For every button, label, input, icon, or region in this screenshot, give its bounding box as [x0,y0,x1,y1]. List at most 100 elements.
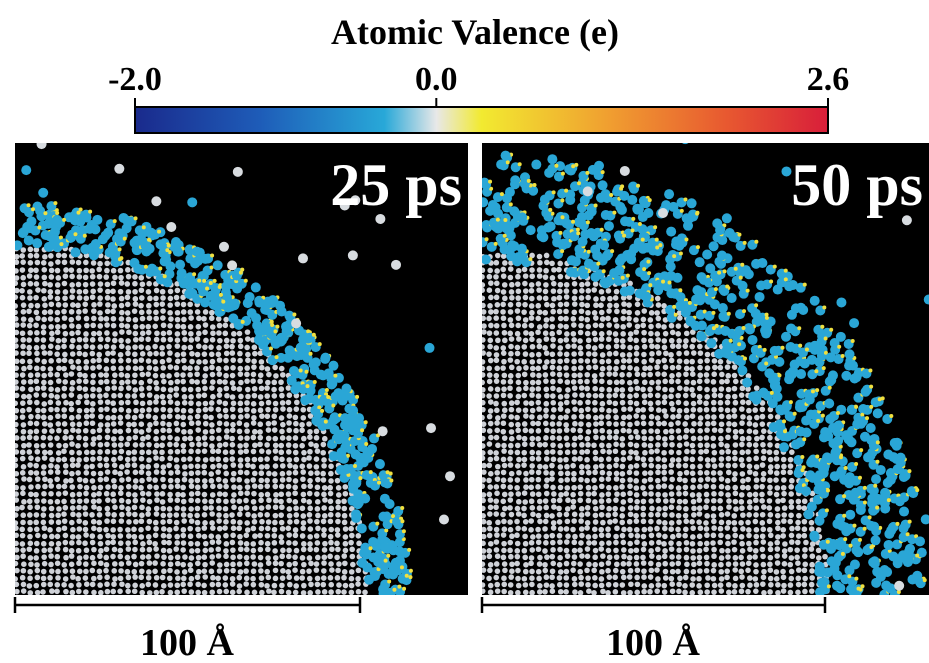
atom [125,414,131,420]
atom [523,330,529,336]
atom [726,456,732,462]
atom [717,540,723,546]
atom [810,553,816,559]
atom [690,392,696,398]
atom [697,379,703,385]
atom [683,485,689,491]
atom [726,427,732,433]
atom [175,492,181,498]
atom [711,414,717,420]
atom [97,534,103,540]
atom [782,553,788,559]
atom [264,442,270,448]
atom [175,576,181,582]
atom [631,217,635,221]
atom [216,352,222,358]
atom [254,298,264,308]
atom [145,464,151,470]
atom [768,541,774,547]
atom [564,351,570,357]
atom [550,435,556,441]
atom [712,387,718,393]
atom [558,406,564,412]
atom [167,394,173,400]
atom [301,547,307,553]
atom [542,562,548,568]
atom [780,569,786,575]
atom [358,476,362,480]
atom [690,492,696,498]
atom [252,345,258,351]
atom [565,408,571,414]
atom [27,520,33,526]
atom [775,582,781,588]
atom [529,569,535,575]
atom [606,344,612,350]
atom [53,201,57,205]
atom [564,400,570,406]
atom [598,546,604,552]
atom [662,526,668,532]
atom [39,118,49,128]
atom [493,274,499,280]
atom [188,394,194,400]
atom [767,442,773,448]
atom [300,505,306,511]
atom [140,351,146,357]
atom [711,457,717,463]
atom [230,338,236,344]
atom [676,582,682,588]
atom [565,471,571,477]
atom [273,448,279,454]
atom [265,526,271,532]
colorbar-ticks: -2.00.02.6 [108,61,849,107]
atom [194,365,200,371]
atom [91,471,97,477]
atom [676,533,682,539]
atom [607,379,613,385]
atom [705,457,711,463]
atom [782,505,788,511]
atom [635,434,641,440]
atom [209,589,215,595]
atom [586,422,592,428]
atom [63,273,69,279]
atom [584,379,590,385]
atom [119,504,125,510]
atom [69,415,75,421]
atom [307,541,313,547]
atom [543,295,549,301]
atom [328,478,334,484]
atom [293,443,299,449]
atom [648,428,654,434]
atom [530,456,536,462]
atom [69,392,75,398]
atom [104,330,110,336]
atom [213,279,217,283]
atom [591,568,597,574]
atom [138,303,144,309]
atom [485,237,489,241]
atom [168,590,174,596]
atom [230,380,236,386]
atom [98,471,104,477]
atom [77,289,83,295]
atom [486,478,492,484]
atom [802,576,808,582]
atom [585,596,591,602]
atom [535,400,541,406]
atom [126,499,132,505]
atom [386,470,390,474]
atom [649,553,655,559]
atom [97,344,103,350]
atom [578,518,584,524]
atom [557,562,563,568]
atom [237,583,243,589]
atom [719,386,725,392]
atom [241,320,245,324]
atom [627,358,633,364]
atom [691,562,697,568]
atom [494,373,500,379]
atom [579,449,585,455]
atom [230,365,236,371]
